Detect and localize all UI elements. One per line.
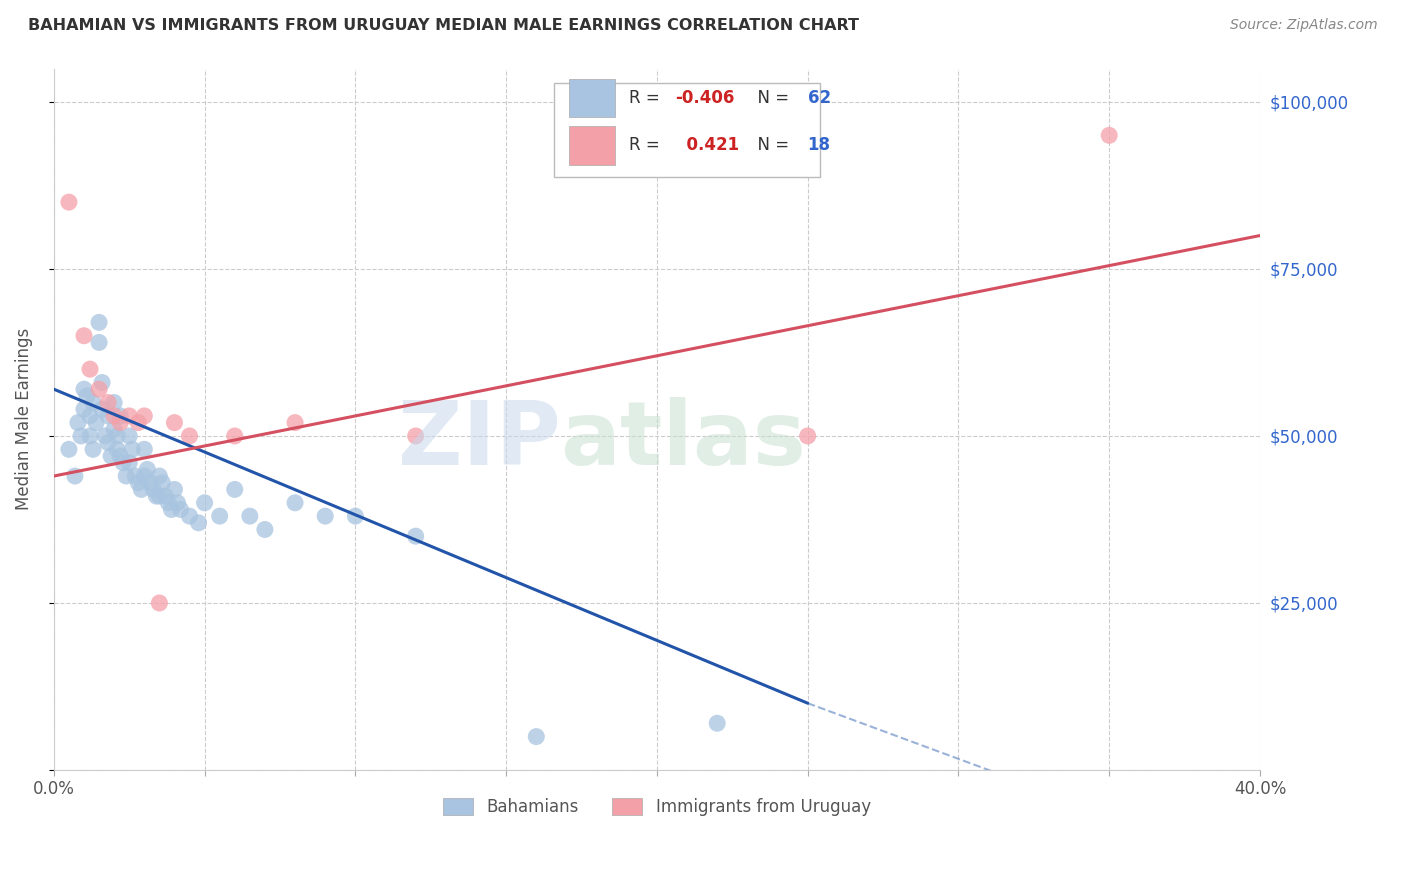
Point bbox=[82, 442, 104, 457]
Point bbox=[82, 395, 104, 409]
Point bbox=[108, 416, 131, 430]
Point bbox=[134, 442, 156, 457]
Point bbox=[179, 509, 201, 524]
Text: BAHAMIAN VS IMMIGRANTS FROM URUGUAY MEDIAN MALE EARNINGS CORRELATION CHART: BAHAMIAN VS IMMIGRANTS FROM URUGUAY MEDI… bbox=[28, 18, 859, 33]
Point bbox=[73, 402, 96, 417]
Y-axis label: Median Male Earnings: Median Male Earnings bbox=[15, 328, 32, 510]
Point bbox=[139, 475, 162, 490]
Point bbox=[73, 382, 96, 396]
Point bbox=[344, 509, 367, 524]
Point bbox=[706, 716, 728, 731]
FancyBboxPatch shape bbox=[554, 83, 820, 178]
Point bbox=[58, 442, 80, 457]
Point bbox=[169, 502, 191, 516]
Point bbox=[87, 382, 110, 396]
Point bbox=[124, 469, 146, 483]
Point bbox=[103, 409, 125, 423]
Point bbox=[118, 429, 141, 443]
Point bbox=[91, 402, 114, 417]
Point bbox=[405, 429, 427, 443]
FancyBboxPatch shape bbox=[569, 126, 614, 165]
Text: 0.421: 0.421 bbox=[675, 136, 740, 154]
Point bbox=[142, 483, 165, 497]
Text: N =: N = bbox=[748, 89, 794, 107]
Point bbox=[108, 409, 131, 423]
Point bbox=[103, 422, 125, 436]
Point bbox=[118, 409, 141, 423]
Point bbox=[284, 416, 307, 430]
Point bbox=[314, 509, 336, 524]
Point bbox=[103, 395, 125, 409]
Point bbox=[118, 456, 141, 470]
Point bbox=[155, 489, 177, 503]
Point bbox=[121, 442, 143, 457]
Point bbox=[58, 195, 80, 210]
Point bbox=[157, 496, 180, 510]
Point bbox=[134, 469, 156, 483]
Point bbox=[148, 469, 170, 483]
Text: R =: R = bbox=[628, 136, 665, 154]
Point bbox=[134, 409, 156, 423]
Text: N =: N = bbox=[748, 136, 794, 154]
Point bbox=[94, 429, 117, 443]
Point bbox=[97, 395, 120, 409]
Point bbox=[796, 429, 818, 443]
Point bbox=[108, 449, 131, 463]
Point bbox=[79, 362, 101, 376]
Text: Source: ZipAtlas.com: Source: ZipAtlas.com bbox=[1230, 18, 1378, 32]
Point bbox=[112, 456, 135, 470]
Text: ZIP: ZIP bbox=[398, 397, 561, 483]
Point bbox=[150, 475, 173, 490]
FancyBboxPatch shape bbox=[569, 78, 614, 117]
Point bbox=[84, 416, 107, 430]
Point bbox=[87, 335, 110, 350]
Point bbox=[63, 469, 86, 483]
Point bbox=[194, 496, 217, 510]
Point bbox=[66, 416, 89, 430]
Point bbox=[148, 596, 170, 610]
Point bbox=[129, 483, 152, 497]
Text: -0.406: -0.406 bbox=[675, 89, 734, 107]
Point bbox=[1098, 128, 1121, 143]
Point bbox=[145, 489, 167, 503]
Point bbox=[79, 409, 101, 423]
Point bbox=[91, 376, 114, 390]
Point bbox=[166, 496, 188, 510]
Text: 62: 62 bbox=[807, 89, 831, 107]
Text: 18: 18 bbox=[807, 136, 831, 154]
Point bbox=[224, 483, 246, 497]
Point bbox=[136, 462, 159, 476]
Point bbox=[524, 730, 547, 744]
Point bbox=[97, 409, 120, 423]
Point bbox=[224, 429, 246, 443]
Point bbox=[105, 429, 128, 443]
Point bbox=[163, 416, 186, 430]
Point bbox=[239, 509, 262, 524]
Point bbox=[208, 509, 231, 524]
Point bbox=[127, 475, 149, 490]
Legend: Bahamians, Immigrants from Uruguay: Bahamians, Immigrants from Uruguay bbox=[434, 790, 879, 825]
Point bbox=[87, 315, 110, 329]
Point bbox=[187, 516, 209, 530]
Point bbox=[148, 489, 170, 503]
Text: R =: R = bbox=[628, 89, 665, 107]
Point bbox=[70, 429, 93, 443]
Point bbox=[179, 429, 201, 443]
Point bbox=[73, 328, 96, 343]
Text: atlas: atlas bbox=[561, 397, 806, 483]
Point bbox=[100, 449, 122, 463]
Point bbox=[284, 496, 307, 510]
Point bbox=[163, 483, 186, 497]
Point bbox=[127, 416, 149, 430]
Point bbox=[97, 435, 120, 450]
Point bbox=[76, 389, 98, 403]
Point bbox=[105, 442, 128, 457]
Point bbox=[115, 469, 138, 483]
Point bbox=[79, 429, 101, 443]
Point bbox=[160, 502, 183, 516]
Point bbox=[253, 523, 276, 537]
Point bbox=[405, 529, 427, 543]
